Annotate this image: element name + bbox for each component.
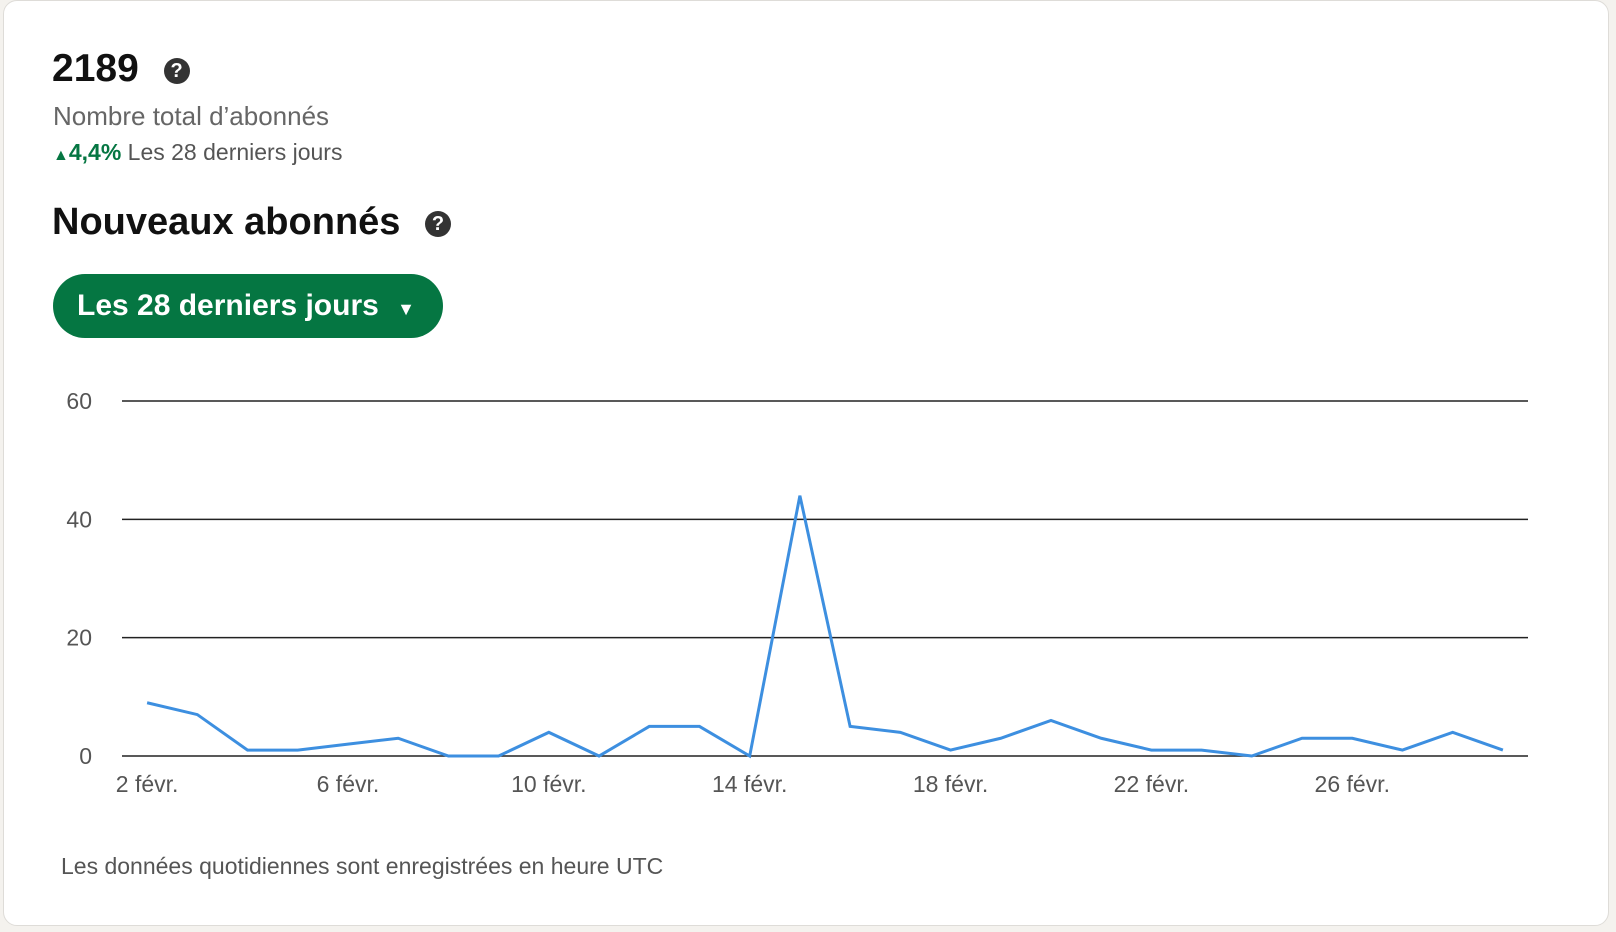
dropdown-label: Les 28 derniers jours (77, 289, 379, 322)
y-tick-label: 40 (66, 506, 92, 532)
x-tick-label: 2 févr. (116, 771, 179, 797)
total: 2189 (52, 47, 139, 90)
total-row: 2189 ? (52, 47, 190, 91)
change: 4,4% (68, 139, 122, 165)
footnote: Les données quotidiennes sont enregistré… (61, 853, 664, 879)
y-tick-label: 20 (66, 625, 92, 651)
y-tick-label: 0 (79, 743, 92, 769)
change-period: Les 28 derniers jours (127, 139, 343, 165)
section-title-row: Nouveaux abonnés ? (52, 201, 451, 244)
help-icon[interactable]: ? (424, 210, 451, 237)
data-line (146, 495, 1504, 759)
x-tick-label: 14 févr. (712, 771, 787, 797)
y-tick-label: 60 (66, 388, 92, 414)
help-icon[interactable]: ? (163, 57, 190, 84)
x-tick-label: 22 févr. (1114, 771, 1189, 797)
x-tick-label: 18 févr. (913, 771, 988, 797)
x-tick-label: 6 févr. (317, 771, 380, 797)
up-arrow: ▲ (53, 147, 69, 164)
dropdown-caret: ▼ (397, 299, 415, 319)
x-tick-label: 26 févr. (1315, 771, 1390, 797)
x-tick-label: 10 févr. (511, 771, 586, 797)
total-label: Nombre total d’abonnés (53, 101, 330, 131)
section-title: Nouveaux abonnés (52, 201, 401, 243)
card: 2189 ? Nombre total d’abonnés ▲4,4% Les … (3, 0, 1609, 926)
period-dropdown[interactable]: Les 28 derniers jours ▼ (53, 274, 443, 338)
change-row: ▲4,4% Les 28 derniers jours (53, 139, 342, 166)
chart: 0 20 40 60 2 févr. 6 févr. 10 févr. 14 févr. 18 … (66, 388, 1528, 797)
